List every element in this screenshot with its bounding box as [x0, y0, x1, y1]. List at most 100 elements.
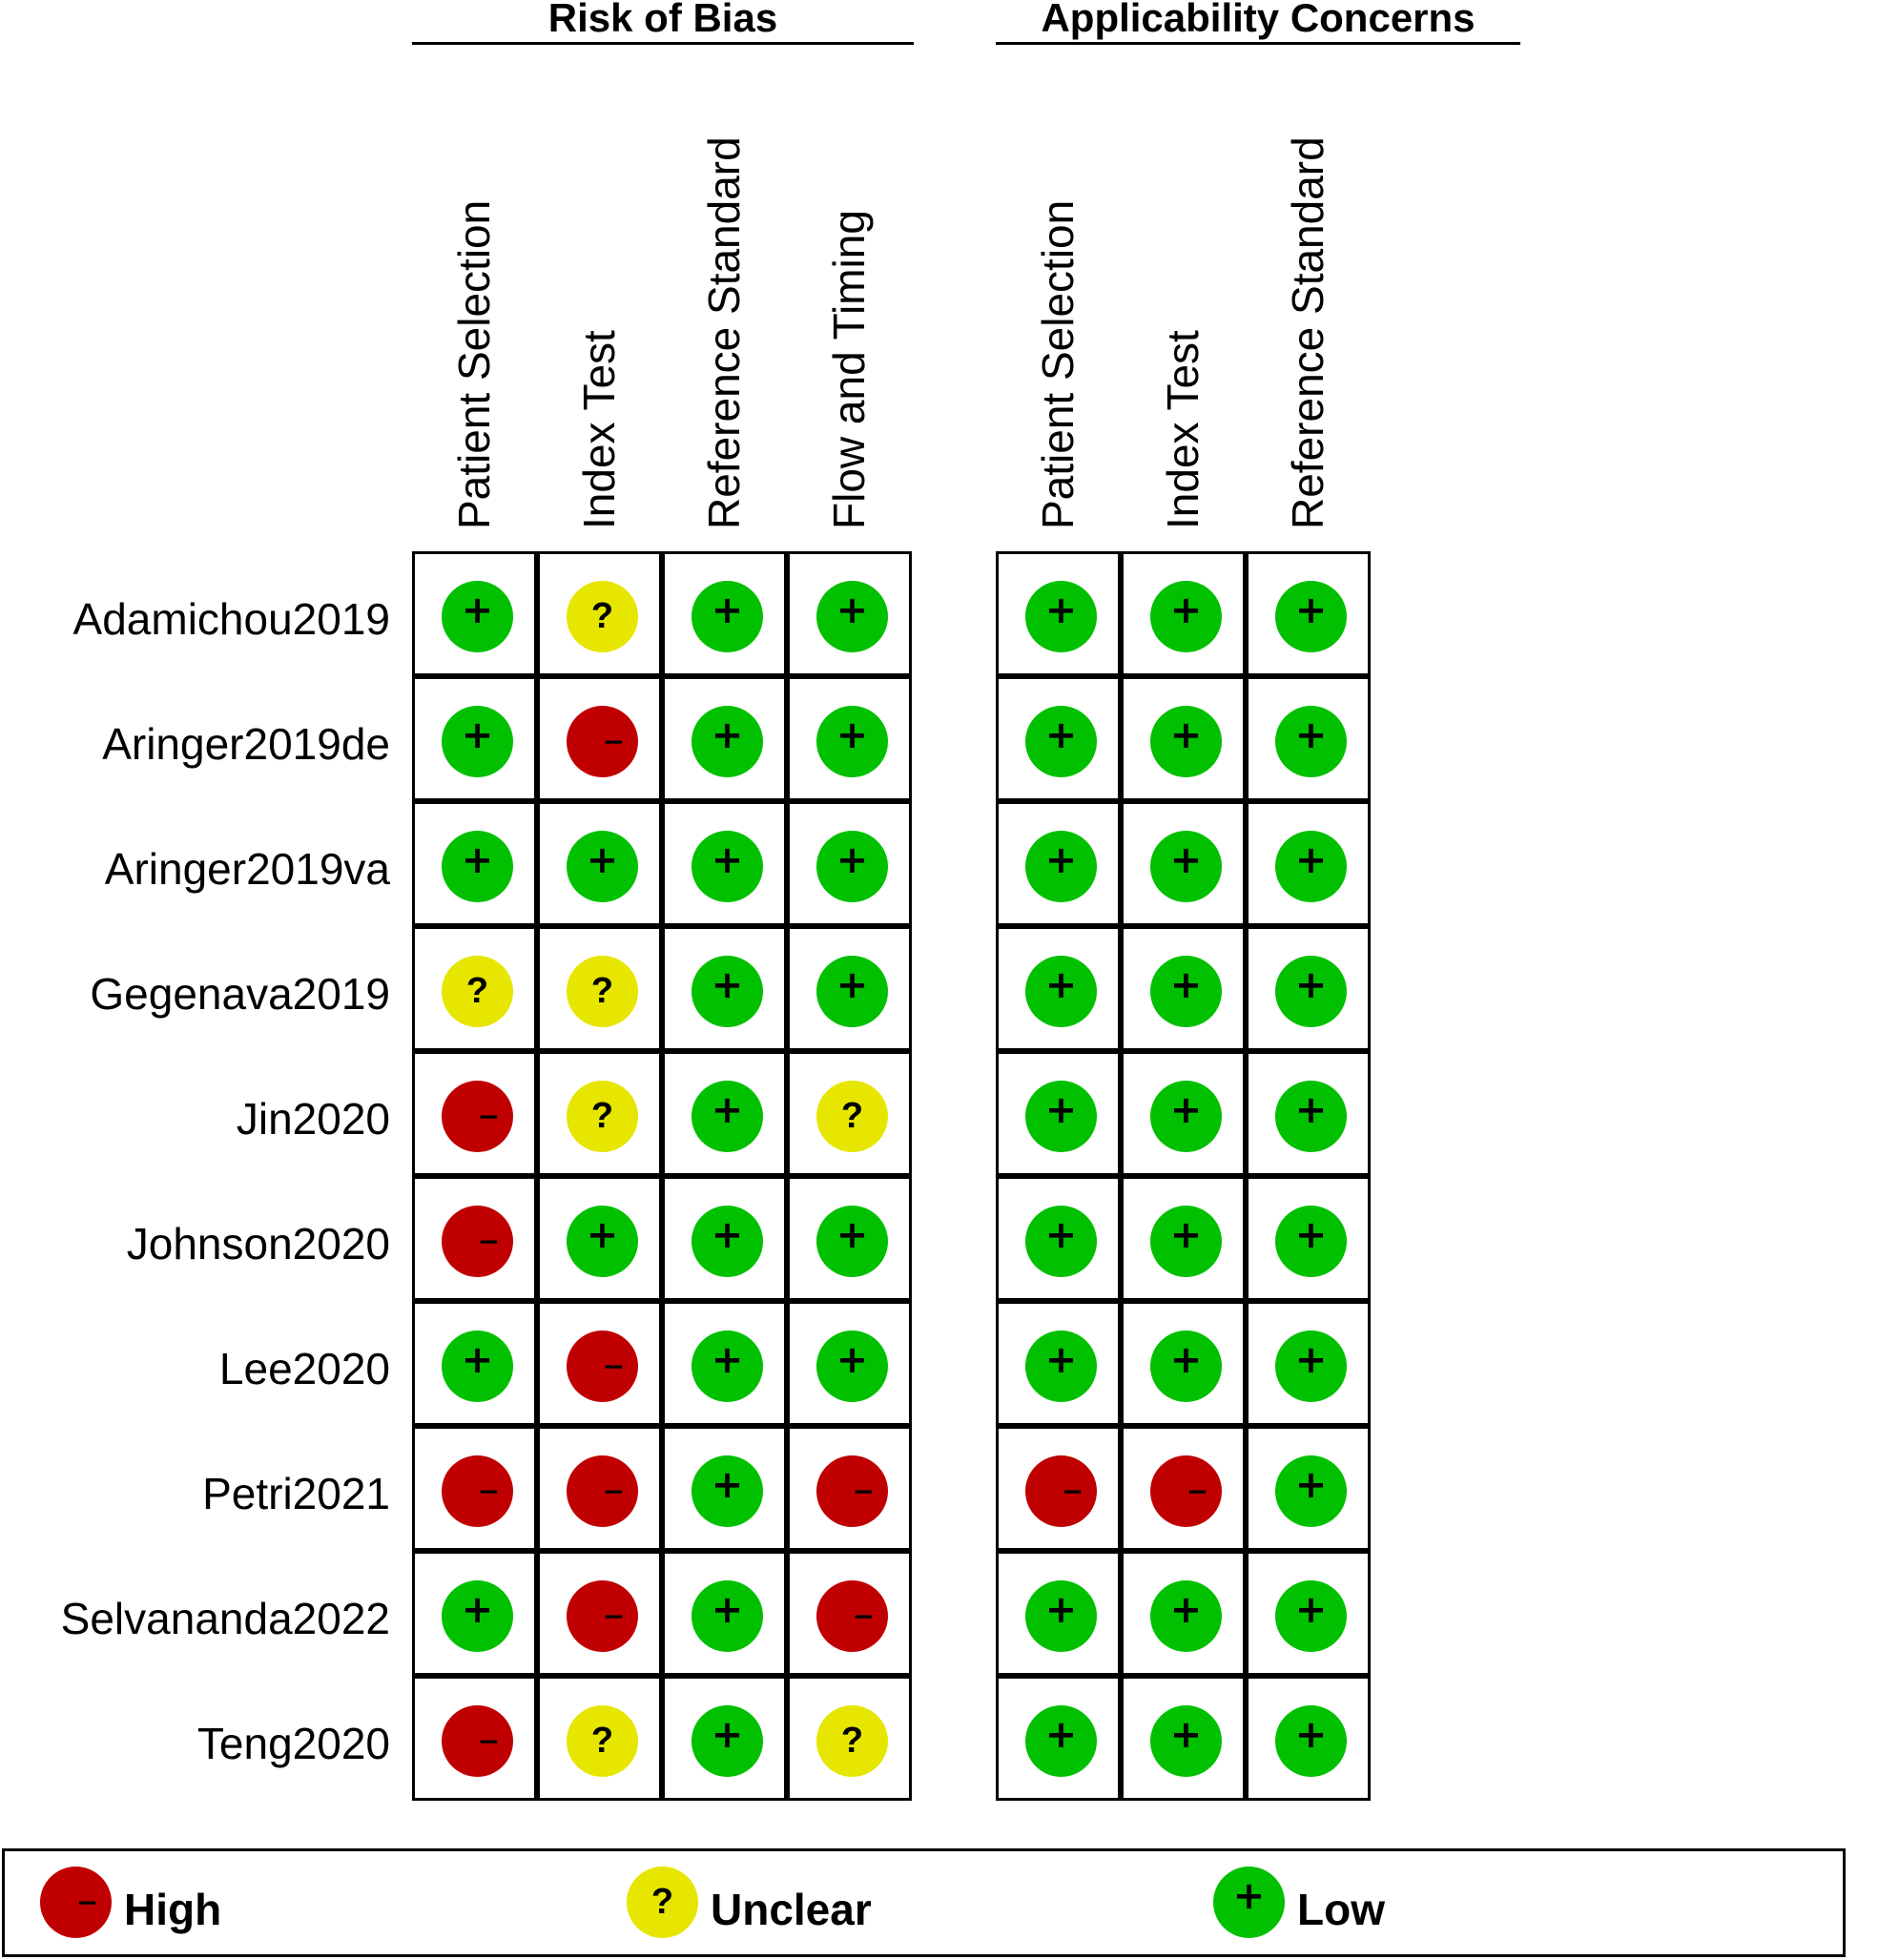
unclear-symbol: ?	[465, 971, 489, 1011]
high-rating-dot: −	[816, 1455, 888, 1527]
low-symbol: +	[461, 1338, 494, 1382]
low-rating-dot: +	[691, 581, 763, 652]
high-symbol: −	[602, 1600, 626, 1632]
study-label-aringer2019de: Aringer2019de	[102, 719, 390, 769]
low-rating-dot: +	[1275, 581, 1347, 652]
study-label-teng2020: Teng2020	[196, 1719, 390, 1768]
cell-petri2021-bias-patient-selection: −	[412, 1426, 537, 1551]
high-symbol: −	[1186, 1475, 1209, 1507]
applicability-concerns-title: Applicability Concerns	[1041, 0, 1476, 40]
study-label-jin2020: Jin2020	[236, 1094, 390, 1144]
low-symbol: +	[711, 1088, 744, 1132]
low-rating-dot: +	[1025, 956, 1097, 1027]
low-rating-dot: +	[1025, 581, 1097, 652]
column-header-bias-flow-and-timing: Flow and Timing	[823, 210, 874, 529]
low-symbol: +	[586, 1213, 619, 1257]
low-symbol: +	[1294, 1088, 1328, 1132]
low-symbol: +	[461, 588, 494, 632]
low-symbol: +	[1294, 1338, 1328, 1382]
cell-lee2020-bias-reference-standard: +	[662, 1301, 787, 1426]
low-symbol: +	[461, 713, 494, 757]
low-symbol: +	[711, 1338, 744, 1382]
low-symbol: +	[711, 963, 744, 1007]
high-symbol: −	[1061, 1475, 1084, 1507]
low-symbol: +	[1294, 713, 1328, 757]
low-symbol: +	[836, 588, 869, 632]
low-symbol: +	[1294, 1588, 1328, 1632]
cell-gegenava2019-bias-reference-standard: +	[662, 926, 787, 1051]
study-label-petri2021: Petri2021	[202, 1469, 390, 1518]
high-symbol: −	[477, 1101, 501, 1132]
high-rating-dot: −	[567, 1331, 638, 1402]
low-symbol: +	[1294, 1213, 1328, 1257]
low-symbol: +	[1044, 838, 1078, 882]
low-rating-dot: +	[442, 1580, 513, 1652]
cell-lee2020-bias-flow-and-timing: +	[787, 1301, 912, 1426]
unclear-rating-dot: ?	[567, 581, 638, 652]
low-rating-dot: +	[567, 1206, 638, 1277]
legend-label-high: High	[124, 1885, 222, 1934]
study-label-selvananda2022: Selvananda2022	[60, 1594, 390, 1643]
cell-selvananda2022-bias-index-test: −	[537, 1551, 662, 1676]
cell-petri2021-bias-index-test: −	[537, 1426, 662, 1551]
legend-high-dot: −	[40, 1867, 112, 1938]
cell-jin2020-bias-patient-selection: −	[412, 1051, 537, 1176]
low-symbol: +	[836, 838, 869, 882]
cell-selvananda2022-applicability-patient-selection: +	[996, 1551, 1121, 1676]
high-rating-dot: −	[442, 1081, 513, 1152]
low-rating-dot: +	[1275, 1081, 1347, 1152]
cell-petri2021-bias-flow-and-timing: −	[787, 1426, 912, 1551]
low-rating-dot: +	[691, 1331, 763, 1402]
high-rating-dot: −	[567, 706, 638, 777]
cell-lee2020-bias-index-test: −	[537, 1301, 662, 1426]
low-rating-dot: +	[816, 1206, 888, 1277]
low-symbol: +	[1232, 1874, 1266, 1918]
low-symbol: +	[1294, 1713, 1328, 1757]
low-rating-dot: +	[1150, 956, 1222, 1027]
cell-aringer2019va-bias-patient-selection: +	[412, 801, 537, 926]
column-header-bias-index-test: Index Test	[573, 330, 624, 529]
low-rating-dot: +	[1150, 1331, 1222, 1402]
low-symbol: +	[1169, 963, 1203, 1007]
cell-aringer2019de-bias-reference-standard: +	[662, 676, 787, 801]
low-rating-dot: +	[691, 706, 763, 777]
high-symbol: −	[852, 1600, 876, 1632]
cell-teng2020-bias-patient-selection: −	[412, 1676, 537, 1801]
low-symbol: +	[711, 1213, 744, 1257]
applicability-concerns-rule	[996, 42, 1520, 45]
cell-petri2021-bias-reference-standard: +	[662, 1426, 787, 1551]
low-rating-dot: +	[567, 831, 638, 902]
cell-selvananda2022-bias-patient-selection: +	[412, 1551, 537, 1676]
cell-lee2020-applicability-patient-selection: +	[996, 1301, 1121, 1426]
cell-adamichou2019-applicability-patient-selection: +	[996, 551, 1121, 676]
cell-teng2020-applicability-index-test: +	[1121, 1676, 1246, 1801]
low-symbol: +	[711, 838, 744, 882]
low-rating-dot: +	[816, 706, 888, 777]
low-rating-dot: +	[691, 1705, 763, 1777]
low-rating-dot: +	[816, 956, 888, 1027]
cell-johnson2020-bias-reference-standard: +	[662, 1176, 787, 1301]
low-rating-dot: +	[1025, 706, 1097, 777]
cell-johnson2020-applicability-reference-standard: +	[1246, 1176, 1371, 1301]
column-header-applicability-reference-standard: Reference Standard	[1282, 136, 1332, 529]
low-symbol: +	[1294, 963, 1328, 1007]
cell-johnson2020-bias-patient-selection: −	[412, 1176, 537, 1301]
cell-gegenava2019-bias-patient-selection: ?	[412, 926, 537, 1051]
low-rating-dot: +	[1150, 1206, 1222, 1277]
low-symbol: +	[836, 1213, 869, 1257]
unclear-symbol: ?	[840, 1721, 864, 1761]
low-symbol: +	[1044, 1338, 1078, 1382]
low-symbol: +	[586, 838, 619, 882]
unclear-rating-dot: ?	[816, 1081, 888, 1152]
high-rating-dot: −	[442, 1705, 513, 1777]
unclear-rating-dot: ?	[816, 1705, 888, 1777]
column-header-applicability-index-test: Index Test	[1157, 330, 1207, 529]
low-symbol: +	[461, 1588, 494, 1632]
cell-teng2020-bias-flow-and-timing: ?	[787, 1676, 912, 1801]
cell-teng2020-applicability-patient-selection: +	[996, 1676, 1121, 1801]
cell-aringer2019de-bias-index-test: −	[537, 676, 662, 801]
low-symbol: +	[461, 838, 494, 882]
cell-aringer2019de-applicability-reference-standard: +	[1246, 676, 1371, 801]
unclear-symbol: ?	[590, 971, 614, 1011]
cell-adamichou2019-applicability-reference-standard: +	[1246, 551, 1371, 676]
